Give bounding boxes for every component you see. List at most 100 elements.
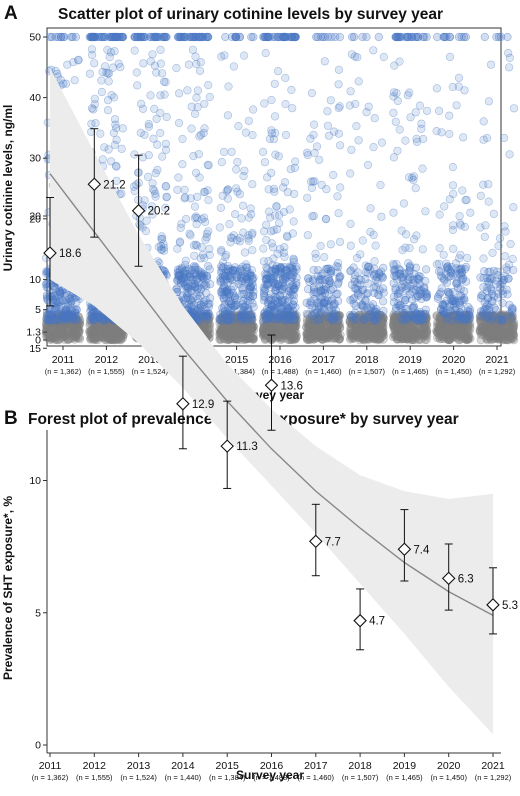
data-point (44, 331, 54, 341)
data-point (418, 245, 427, 254)
data-point (350, 271, 360, 280)
data-point (200, 99, 209, 108)
data-point (45, 330, 55, 340)
data-point (259, 244, 268, 253)
data-point (74, 327, 84, 337)
data-point (88, 333, 98, 343)
data-point (106, 335, 116, 345)
data-point (61, 330, 70, 340)
data-point (90, 94, 99, 103)
data-point (113, 335, 122, 345)
data-point (181, 260, 190, 270)
data-point (43, 328, 53, 338)
data-point (240, 248, 249, 257)
data-point (113, 329, 122, 338)
data-point (47, 333, 57, 343)
data-point (59, 329, 69, 338)
data-point (61, 79, 71, 88)
data-point (110, 115, 120, 124)
data-point (87, 329, 97, 339)
data-point (219, 270, 228, 279)
data-point (350, 293, 359, 303)
data-point (351, 308, 360, 317)
data-point (54, 32, 63, 42)
data-point (219, 294, 228, 303)
data-point (116, 63, 125, 72)
data-point (196, 58, 205, 67)
data-point (111, 334, 120, 344)
data-point (281, 99, 290, 109)
data-point (130, 46, 139, 55)
data-point (86, 326, 95, 336)
data-point (422, 265, 431, 274)
data-point (66, 324, 76, 333)
data-point (401, 331, 411, 341)
data-point (310, 120, 319, 129)
data-point (118, 333, 128, 343)
data-point (242, 273, 251, 282)
data-point (45, 325, 55, 335)
data-point (310, 148, 319, 158)
data-point (67, 297, 76, 306)
data-point (111, 325, 121, 335)
data-point (102, 325, 112, 334)
data-point (42, 283, 51, 292)
data-point (258, 147, 268, 156)
data-point (51, 66, 60, 76)
data-point (68, 329, 77, 338)
data-point (54, 325, 64, 334)
data-point (60, 332, 69, 341)
data-point (268, 243, 278, 252)
data-point (154, 242, 163, 251)
data-point (275, 291, 285, 300)
data-point (54, 326, 64, 336)
data-point (64, 334, 74, 344)
data-point (358, 236, 367, 245)
data-point (114, 332, 123, 341)
data-point (239, 201, 248, 210)
data-point (415, 327, 425, 336)
data-point (94, 324, 103, 334)
data-point (325, 277, 334, 286)
data-point (91, 324, 100, 334)
data-point (323, 107, 332, 116)
data-point (47, 334, 56, 344)
data-point (406, 273, 415, 282)
data-point (98, 333, 108, 343)
data-point (396, 273, 406, 282)
data-point (178, 160, 187, 169)
data-point (136, 221, 145, 230)
data-point (193, 86, 202, 95)
data-point (144, 172, 153, 181)
data-point (87, 326, 96, 336)
data-point (90, 59, 99, 68)
data-point (161, 77, 170, 87)
data-point (288, 229, 298, 238)
data-point (408, 173, 417, 182)
data-point (96, 129, 105, 138)
data-point (360, 315, 369, 325)
data-point (116, 331, 126, 341)
data-point (287, 85, 296, 95)
data-point (106, 335, 116, 344)
data-point (108, 32, 118, 42)
data-point (174, 270, 183, 279)
data-point (174, 118, 184, 128)
data-point (74, 55, 83, 64)
data-point (68, 327, 78, 337)
data-point (215, 223, 224, 232)
data-point (369, 311, 378, 321)
data-point (220, 51, 229, 60)
data-point (273, 327, 283, 336)
data-point (226, 238, 235, 247)
data-point (115, 327, 125, 337)
data-point (235, 233, 244, 243)
data-point (408, 287, 417, 296)
data-point (289, 217, 298, 226)
data-point (247, 32, 256, 42)
data-point (45, 332, 55, 342)
data-point (267, 126, 276, 135)
data-point (130, 150, 139, 159)
data-point (232, 334, 241, 344)
data-point (303, 231, 312, 240)
